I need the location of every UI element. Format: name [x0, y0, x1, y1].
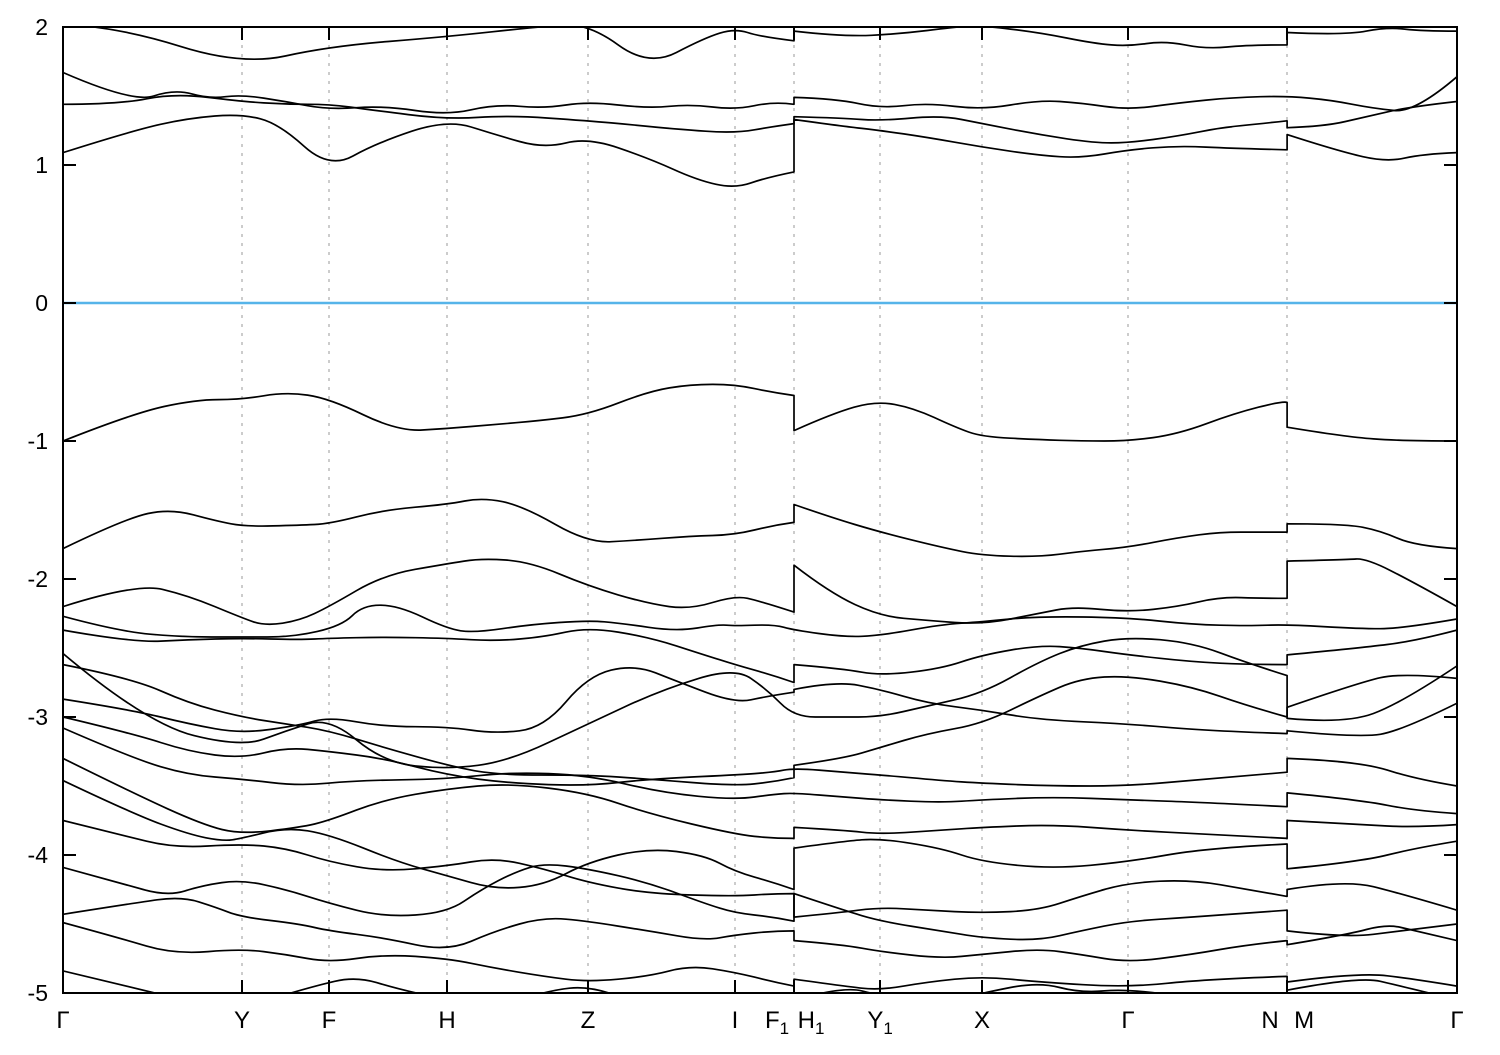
k-point-label: X	[974, 1007, 990, 1034]
y-tick-label: 1	[35, 152, 48, 178]
k-point-label: I	[732, 1007, 739, 1034]
band-curve	[63, 604, 1457, 638]
band-curve	[63, 897, 1457, 962]
k-point-label: M	[1294, 1007, 1314, 1034]
band-curve	[63, 864, 1457, 941]
k-point-label: N	[1261, 1007, 1278, 1034]
y-tick-label: -3	[28, 704, 48, 730]
band-curve	[63, 558, 1457, 626]
k-point-label: Γ	[56, 1007, 69, 1034]
y-tick-label: 2	[35, 14, 48, 40]
band-curve	[63, 628, 1457, 684]
y-tick-label: -1	[28, 428, 48, 454]
k-point-label: F	[322, 1007, 337, 1034]
y-tick-label: -5	[28, 980, 48, 1006]
k-point-label: Z	[581, 1007, 596, 1034]
k-point-label: Y	[234, 1007, 250, 1034]
plot-frame	[62, 26, 1458, 994]
band-curve	[63, 498, 1457, 558]
k-point-label: Γ	[1450, 1007, 1463, 1034]
band-curve	[63, 383, 1457, 442]
bands	[63, 27, 1457, 993]
y-tick-label: 0	[35, 290, 48, 316]
y-tick-label: -2	[28, 566, 48, 592]
band-curve	[63, 114, 1457, 187]
k-point-label: H1	[798, 1007, 825, 1038]
band-curve	[63, 716, 1457, 787]
band-curve	[63, 757, 1457, 840]
band-curve	[63, 970, 1433, 993]
y-tick-label: -4	[28, 842, 49, 868]
k-point-label: Y1	[867, 1007, 892, 1038]
band-curve	[63, 667, 1457, 737]
band-curve	[86, 27, 1457, 61]
band-curve	[63, 663, 1457, 786]
band-curve	[63, 819, 1457, 918]
band-curve	[63, 94, 1457, 144]
band-curve	[63, 779, 1457, 891]
k-point-label: Γ	[1121, 1007, 1134, 1034]
band-curve	[63, 727, 1457, 815]
k-point-label: F1	[765, 1007, 789, 1038]
band-curve	[63, 921, 1457, 990]
band-curve	[63, 71, 1457, 114]
k-point-label: H	[438, 1007, 455, 1034]
band-curve	[63, 637, 1457, 769]
